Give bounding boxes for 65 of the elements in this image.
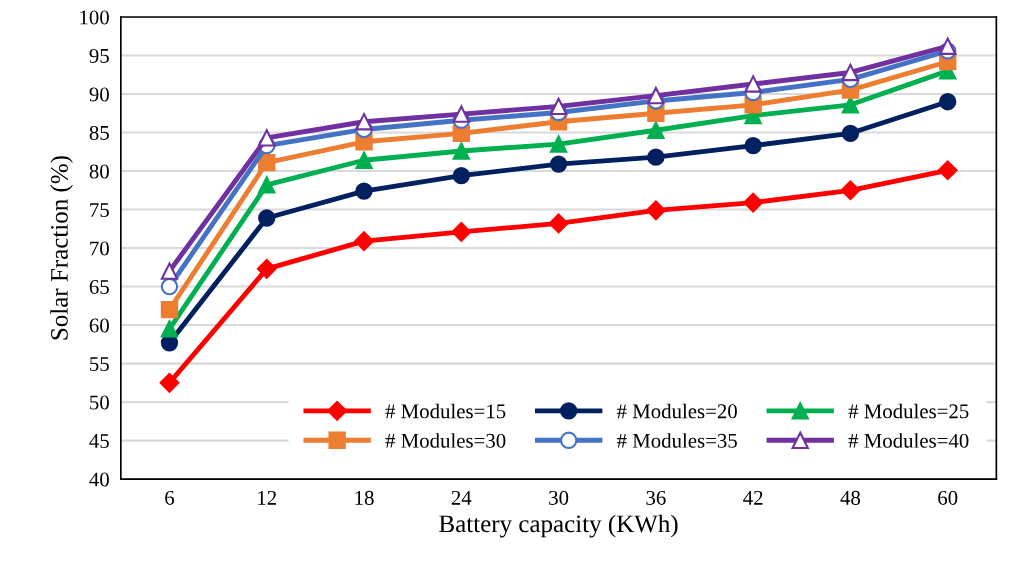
point (258, 176, 276, 194)
point (647, 121, 665, 139)
x-tick-label: 6 (165, 490, 175, 505)
point (548, 213, 569, 234)
x-tick-label: 30 (549, 490, 569, 505)
point (841, 124, 860, 142)
y-axis-title: Solar Fraction (%) (50, 156, 73, 340)
legend-label: # Modules=40 (848, 433, 969, 448)
point (647, 86, 665, 105)
point (452, 105, 470, 123)
y-tick-label: 65 (89, 280, 109, 294)
point (355, 113, 373, 131)
y-tick-label: 70 (90, 241, 109, 256)
point (258, 209, 276, 227)
x-tick-label: 60 (938, 490, 958, 505)
x-tick-label: 42 (743, 490, 763, 505)
y-tick-label: 75 (90, 203, 109, 217)
point (744, 136, 762, 155)
point (549, 97, 568, 116)
point (160, 320, 179, 338)
point (160, 262, 179, 280)
legend-label: # Modules=25 (848, 403, 969, 419)
x-tick-label: 36 (646, 490, 666, 505)
y-tick-label: 80 (89, 164, 109, 179)
legend-label: # Modules=30 (385, 433, 506, 448)
point (160, 277, 179, 296)
point (355, 182, 373, 200)
point (256, 258, 277, 279)
point (939, 37, 957, 55)
point (743, 192, 764, 213)
x-tick-label: 24 (451, 490, 472, 505)
point (645, 200, 666, 221)
point (354, 231, 374, 252)
point (159, 372, 180, 393)
point (452, 166, 470, 185)
point (841, 63, 860, 82)
x-tick-label: 48 (840, 490, 861, 505)
y-tick-label: 45 (89, 434, 109, 449)
legend-label: # Modules=20 (616, 403, 737, 419)
y-tick-label: 60 (89, 318, 109, 333)
x-tick-label: 18 (355, 490, 374, 505)
point (452, 142, 470, 160)
y-tick-label: 50 (90, 395, 109, 410)
legend-label: # Modules=15 (385, 403, 506, 419)
y-tick-label: 40 (89, 472, 109, 487)
point (451, 222, 472, 242)
y-tick-label: 85 (89, 125, 109, 140)
point (549, 155, 568, 173)
y-tick-label: 55 (90, 357, 109, 372)
y-tick-label: 90 (89, 87, 109, 102)
point (355, 151, 373, 169)
point (647, 148, 665, 166)
legend-label: # Modules=35 (616, 433, 737, 448)
point (937, 160, 958, 181)
x-axis-title: Battery capacity (KWh) (439, 514, 678, 538)
x-tick-label: 12 (258, 490, 277, 505)
point (841, 96, 860, 114)
point (744, 75, 762, 93)
y-tick-label: 95 (89, 48, 109, 63)
point (840, 180, 861, 201)
point (258, 129, 276, 147)
point (549, 135, 568, 153)
y-tick-label: 100 (80, 10, 109, 25)
point (160, 301, 179, 319)
point (939, 93, 957, 111)
